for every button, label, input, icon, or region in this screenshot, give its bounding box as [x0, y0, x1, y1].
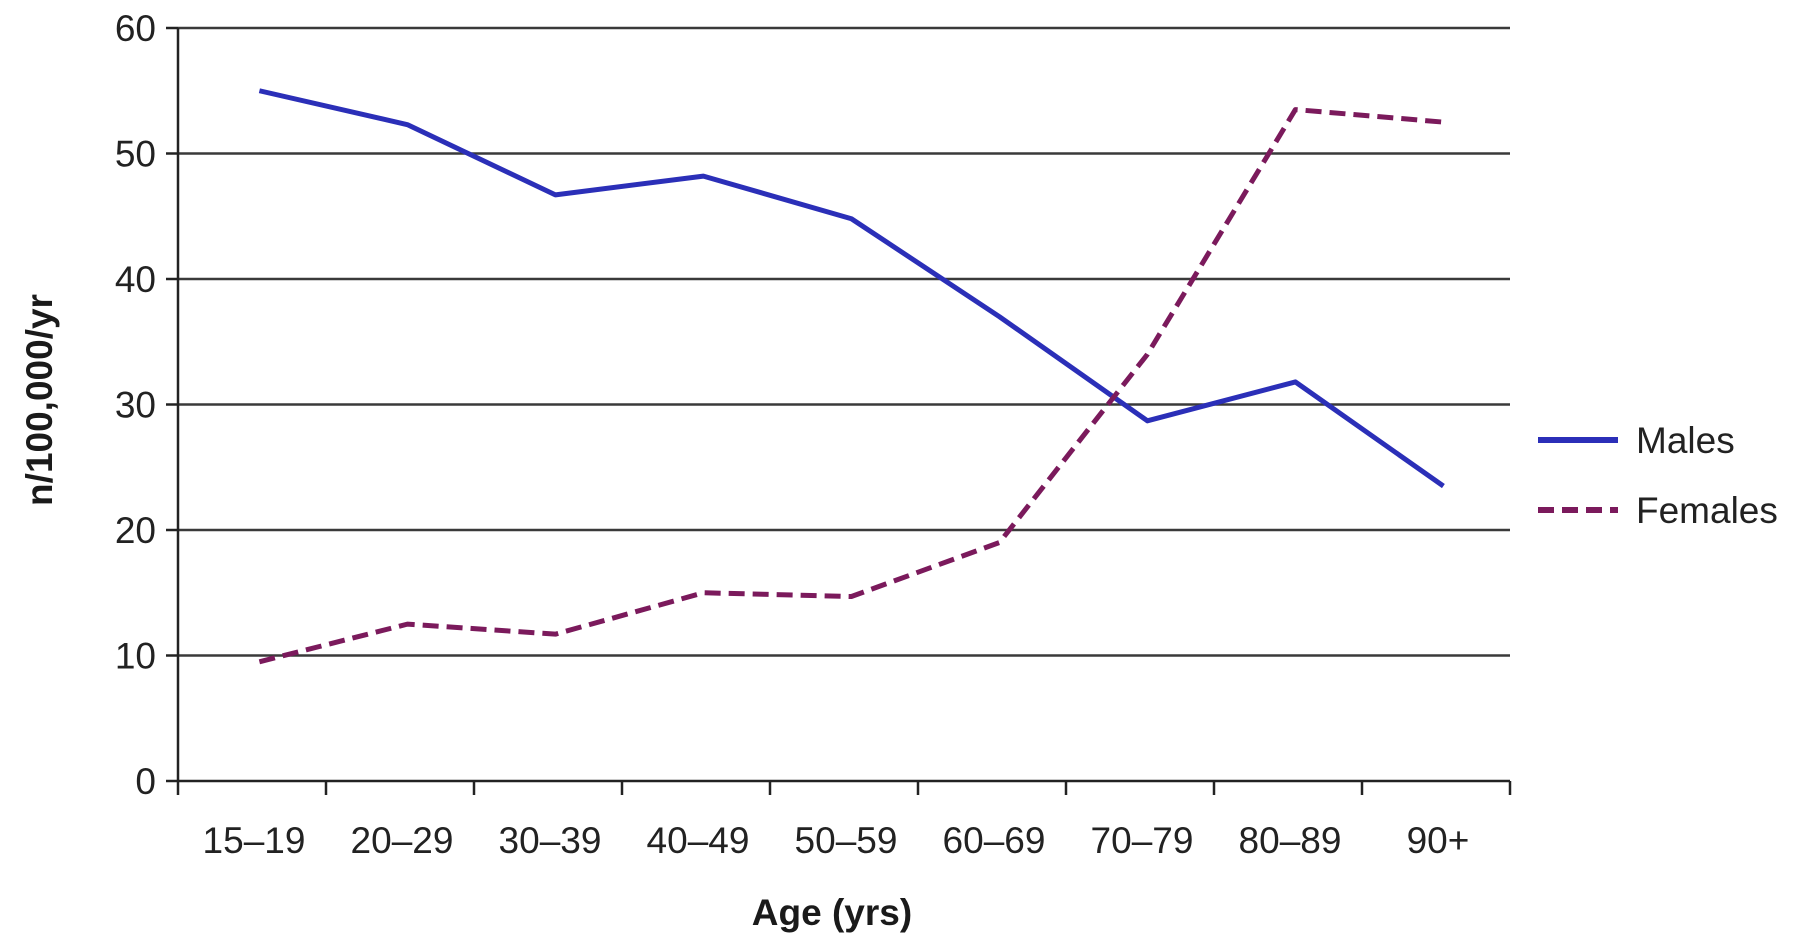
series-line-females	[258, 107, 1444, 665]
y-axis-title: n/100,000/yr	[19, 294, 60, 506]
x-tick-labels: 15–19 20–29 30–39 40–49 50–59 60–69 70–79 80–89…	[176, 781, 1512, 861]
y-tick-label: 10	[115, 636, 156, 677]
grid-lines	[178, 26, 1510, 657]
x-tick-label: 70–79	[1091, 820, 1194, 861]
x-axis-title: Age (yrs)	[752, 892, 912, 933]
x-tick-label: 15–19	[203, 820, 306, 861]
y-tick-label: 20	[115, 510, 156, 551]
y-tick-label: 30	[115, 385, 156, 426]
y-tick-labels: 0 10 20 30 40 50 60	[115, 8, 178, 802]
series-line-males	[258, 88, 1445, 489]
series-lines	[258, 88, 1445, 665]
x-tick-label: 90+	[1407, 820, 1470, 861]
legend: Males Females	[1538, 420, 1778, 531]
x-tick-label: 30–39	[499, 820, 602, 861]
x-tick-label: 40–49	[647, 820, 750, 861]
y-tick-label: 0	[135, 761, 156, 802]
y-tick-label: 50	[115, 134, 156, 175]
y-tick-label: 60	[115, 8, 156, 49]
x-tick-label: 60–69	[943, 820, 1046, 861]
x-tick-label: 50–59	[795, 820, 898, 861]
x-tick-label: 20–29	[351, 820, 454, 861]
y-tick-label: 40	[115, 259, 156, 300]
legend-label-males: Males	[1636, 420, 1735, 461]
legend-label-females: Females	[1636, 490, 1778, 531]
x-tick-label: 80–89	[1239, 820, 1342, 861]
